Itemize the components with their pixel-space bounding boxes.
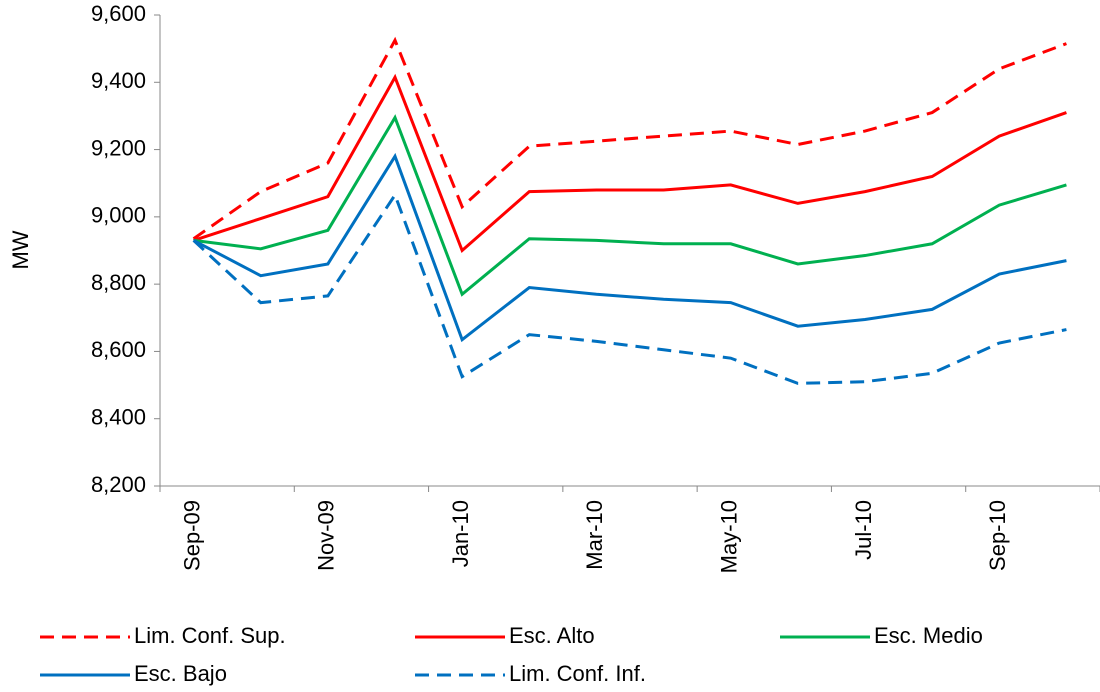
legend-label: Lim. Conf. Inf.: [509, 661, 646, 686]
y-tick-label: 8,800: [91, 270, 146, 295]
x-tick-label: Jan-10: [448, 500, 473, 567]
series-line: [193, 114, 1067, 297]
x-tick-label: Sep-10: [985, 500, 1010, 571]
series-line: [192, 191, 1067, 385]
x-tick-label: Jul-10: [851, 500, 876, 560]
x-tick-label: Nov-09: [314, 500, 339, 571]
series-line: [192, 152, 1067, 343]
x-tick-label: Sep-09: [179, 500, 204, 571]
y-tick-label: 9,400: [91, 68, 146, 93]
y-tick-label: 9,000: [91, 203, 146, 228]
x-tick-label: May-10: [717, 500, 742, 573]
y-axis-title: MW: [8, 230, 33, 269]
y-tick-label: 8,200: [91, 472, 146, 497]
legend-label: Esc. Alto: [509, 623, 595, 648]
legend-label: Lim. Conf. Sup.: [134, 623, 286, 648]
legend-label: Esc. Bajo: [134, 661, 227, 686]
legend-label: Esc. Medio: [874, 623, 983, 648]
series-line: [193, 73, 1067, 254]
x-tick-label: Mar-10: [582, 500, 607, 570]
series-line: [192, 36, 1067, 240]
y-tick-label: 9,600: [91, 1, 146, 26]
y-tick-label: 8,400: [91, 405, 146, 430]
y-tick-label: 9,200: [91, 135, 146, 160]
y-tick-label: 8,600: [91, 337, 146, 362]
